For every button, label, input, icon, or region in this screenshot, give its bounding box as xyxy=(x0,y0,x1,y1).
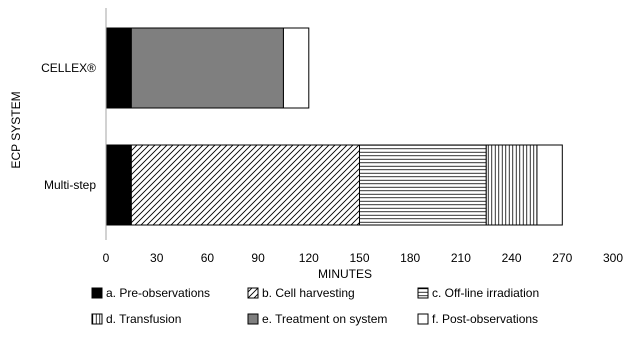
bar-segment-multi-step-c-off-line-irradiation xyxy=(359,144,487,226)
category-label-multi-step: Multi-step xyxy=(44,178,96,192)
x-tick-labels: 0 30 60 90 120 150 180 210 240 270 300 xyxy=(103,251,624,265)
bar-segment-multi-step-f-post-observations xyxy=(536,144,563,226)
category-label-cellex: CELLEX® xyxy=(41,61,96,75)
legend-swatch-d-transfusion xyxy=(91,313,103,325)
x-tick-label: 60 xyxy=(201,251,215,265)
x-tick-label: 150 xyxy=(349,251,369,265)
legend-label-b-cell-harvesting: b. Cell harvesting xyxy=(262,286,355,300)
legend-label-e-treatment-on-system: e. Treatment on system xyxy=(262,312,387,326)
legend-swatch-a-pre-observations xyxy=(91,287,103,299)
x-tick-label: 30 xyxy=(150,251,164,265)
category-labels: CELLEX® Multi-step xyxy=(41,61,96,192)
x-tick-label: 300 xyxy=(603,251,623,265)
legend-label-c-off-line-irradiation: c. Off-line irradiation xyxy=(432,286,539,300)
bar-segment-cellex-a-pre-observations xyxy=(105,27,132,109)
bar-segment-multi-step-b-cell-harvesting xyxy=(130,144,360,226)
x-tick-label: 90 xyxy=(251,251,265,265)
x-tick-label: 240 xyxy=(502,251,522,265)
x-tick-label: 270 xyxy=(552,251,572,265)
bars-layer xyxy=(105,27,563,226)
x-tick-label: 180 xyxy=(400,251,420,265)
legend-swatch-f-post-observations xyxy=(417,313,429,325)
legend-swatch-e-treatment-on-system xyxy=(247,313,259,325)
bar-segment-cellex-f-post-observations xyxy=(282,27,310,109)
bar-segment-cellex-e-treatment-on-system xyxy=(130,27,284,109)
x-tick-label: 210 xyxy=(451,251,471,265)
legend-swatch-c-off-line-irradiation xyxy=(417,287,429,299)
y-axis-title: ECP SYSTEM xyxy=(9,91,23,168)
legend-label-a-pre-observations: a. Pre-observations xyxy=(106,286,210,300)
legend-label-f-post-observations: f. Post-observations xyxy=(432,312,538,326)
x-tick-label: 120 xyxy=(299,251,319,265)
bar-segment-multi-step-a-pre-observations xyxy=(105,144,132,226)
legend-label-d-transfusion: d. Transfusion xyxy=(106,312,181,326)
x-tick-label: 0 xyxy=(103,251,110,265)
x-axis-title: MINUTES xyxy=(318,267,372,281)
legend: a. Pre-observations b. Cell harvesting c. … xyxy=(91,286,539,326)
legend-swatch-b-cell-harvesting xyxy=(247,287,259,299)
bar-segment-multi-step-d-transfusion xyxy=(485,144,538,226)
